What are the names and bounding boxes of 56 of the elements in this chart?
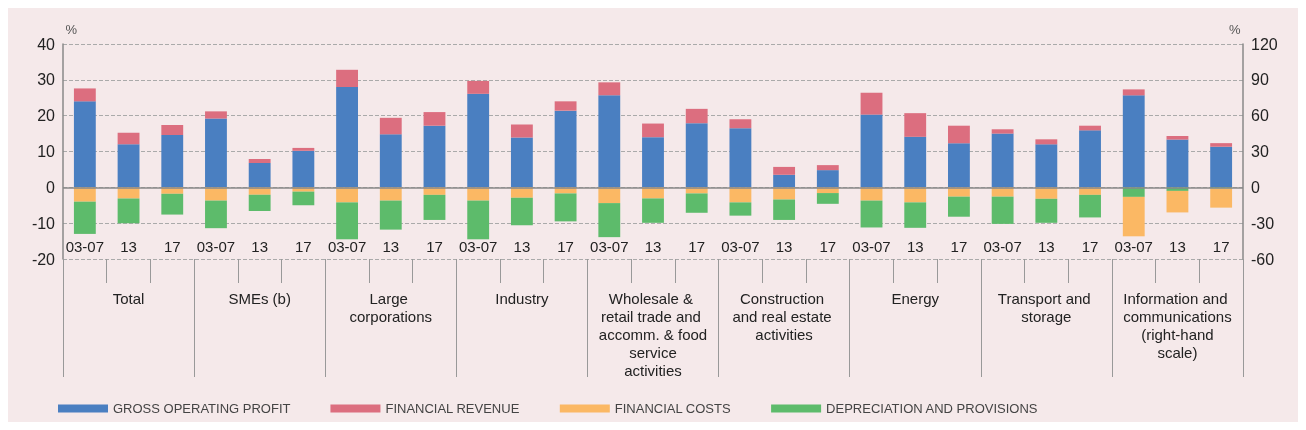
y-tick-label: 40 bbox=[37, 35, 56, 53]
x-tick-label: 03-07 bbox=[590, 238, 629, 255]
text: Construction and real estate activities bbox=[732, 289, 836, 343]
x-tick-label: 17 bbox=[557, 238, 574, 255]
y-tick-label: 10 bbox=[37, 143, 56, 160]
x-tick-label: 13 bbox=[1169, 238, 1186, 255]
y-axis-title: % bbox=[65, 22, 78, 37]
y-tick-label: 0 bbox=[46, 178, 56, 196]
x-tick-label: 03-07 bbox=[983, 238, 1022, 255]
x-tick-label: 17 bbox=[426, 238, 443, 255]
x-tick-label: 03-07 bbox=[65, 238, 105, 255]
x-tick-label: 17 bbox=[1212, 238, 1230, 255]
y2-tick-label: -30 bbox=[1251, 214, 1275, 232]
x-tick-label: 17 bbox=[819, 238, 837, 255]
text: Information and communications (right-hand scale) bbox=[1123, 289, 1232, 361]
y2-tick-label: 0 bbox=[1251, 178, 1260, 196]
x-tick-label: 03-07 bbox=[721, 238, 760, 255]
y-tick-label: -10 bbox=[31, 214, 56, 232]
y2-tick-label: -60 bbox=[1251, 250, 1275, 268]
y2-tick-label: 90 bbox=[1251, 71, 1269, 89]
x-tick-label: 13 bbox=[120, 238, 137, 255]
text: Large corporations bbox=[349, 289, 433, 325]
text: Transport and storage bbox=[997, 289, 1095, 325]
x-tick-label: 13 bbox=[644, 238, 662, 255]
y2-axis-title: % bbox=[1229, 22, 1241, 37]
legend-label: DEPRECIATION AND PROVISIONS bbox=[826, 401, 1038, 416]
x-tick-label: 13 bbox=[775, 238, 793, 255]
x-tick-label: 03-07 bbox=[196, 238, 236, 255]
text: Total bbox=[112, 289, 145, 307]
x-tick-label: 17 bbox=[688, 238, 706, 255]
text: Industry bbox=[495, 289, 550, 307]
x-tick-label: 03-07 bbox=[1114, 238, 1153, 255]
x-tick-label: 13 bbox=[1037, 238, 1055, 255]
text: Wholesale & retail trade and accomm. & food service activities bbox=[598, 289, 708, 379]
text: Energy bbox=[891, 289, 940, 307]
x-tick-label: 17 bbox=[1081, 238, 1099, 255]
y-tick-label: 30 bbox=[37, 71, 56, 89]
x-tick-label: 13 bbox=[382, 238, 400, 255]
y2-tick-label: 60 bbox=[1251, 107, 1269, 125]
y-tick-label: -20 bbox=[31, 250, 56, 268]
y-tick-label: 20 bbox=[37, 107, 56, 125]
legend-label: FINANCIAL REVENUE bbox=[385, 401, 520, 416]
x-tick-label: 13 bbox=[906, 238, 924, 255]
legend-label: FINANCIAL COSTS bbox=[614, 401, 731, 416]
x-tick-label: 17 bbox=[950, 238, 968, 255]
text: SMEs (b) bbox=[228, 289, 291, 307]
y2-tick-label: 120 bbox=[1251, 35, 1278, 53]
x-tick-label: 17 bbox=[163, 238, 181, 255]
x-tick-label: 03-07 bbox=[459, 238, 498, 255]
x-tick-label: 03-07 bbox=[852, 238, 891, 255]
x-tick-label: 17 bbox=[295, 238, 312, 255]
x-tick-label: 13 bbox=[251, 238, 269, 255]
legend-label: GROSS OPERATING PROFIT bbox=[113, 401, 291, 416]
x-tick-label: 13 bbox=[513, 238, 531, 255]
y2-tick-label: 30 bbox=[1251, 143, 1269, 160]
x-tick-label: 03-07 bbox=[327, 238, 367, 255]
